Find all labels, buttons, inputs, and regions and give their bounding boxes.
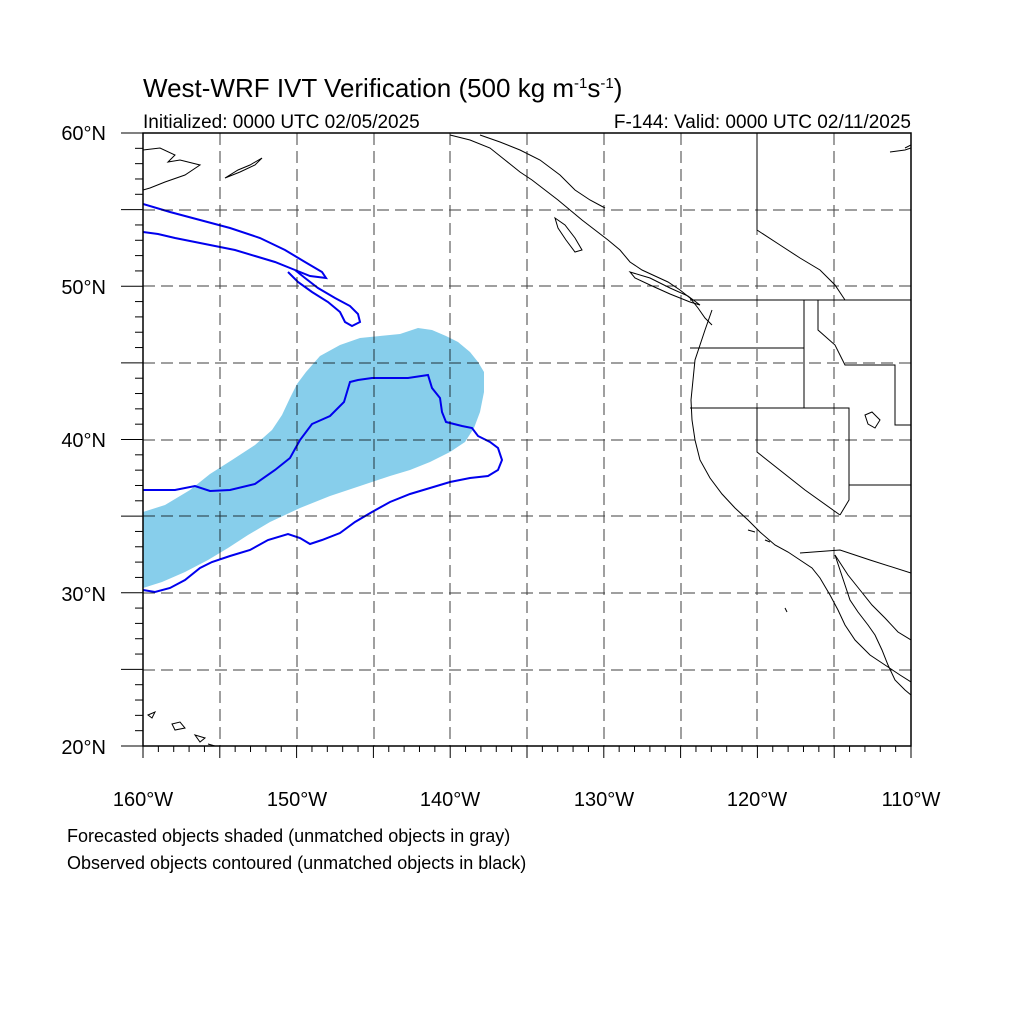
lon-label: 140°W <box>420 789 480 811</box>
lon-label: 110°W <box>882 789 941 811</box>
observed-footnote: Observed objects contoured (unmatched ob… <box>67 853 526 873</box>
observed-ivt-contour-north <box>143 203 362 328</box>
map-title: West-WRF IVT Verification (500 kg m-1s-1… <box>143 73 622 103</box>
lat-label: 50°N <box>61 277 106 299</box>
longitude-labels: 160°W 150°W 140°W 130°W 120°W 110°W <box>113 789 941 811</box>
forecast-footnote: Forecasted objects shaded (unmatched obj… <box>67 826 510 846</box>
lat-label: 30°N <box>61 584 106 606</box>
valid-time-label: F-144: Valid: 0000 UTC 02/11/2025 <box>614 112 911 133</box>
lat-label: 40°N <box>61 430 106 452</box>
lat-label: 60°N <box>61 123 106 145</box>
lon-label: 130°W <box>574 789 634 811</box>
lon-label: 160°W <box>113 789 173 811</box>
lon-label: 120°W <box>727 789 787 811</box>
observed-ivt-contour-main <box>143 373 504 594</box>
lat-label: 20°N <box>61 737 106 759</box>
axis-ticks <box>121 132 912 758</box>
graticule <box>143 133 911 746</box>
forecast-ivt-object <box>143 328 484 588</box>
init-time-label: Initialized: 0000 UTC 02/05/2025 <box>143 112 420 133</box>
lon-label: 150°W <box>267 789 327 811</box>
coastlines <box>143 133 911 746</box>
latitude-labels: 60°N 50°N 40°N 30°N 20°N <box>61 123 106 759</box>
